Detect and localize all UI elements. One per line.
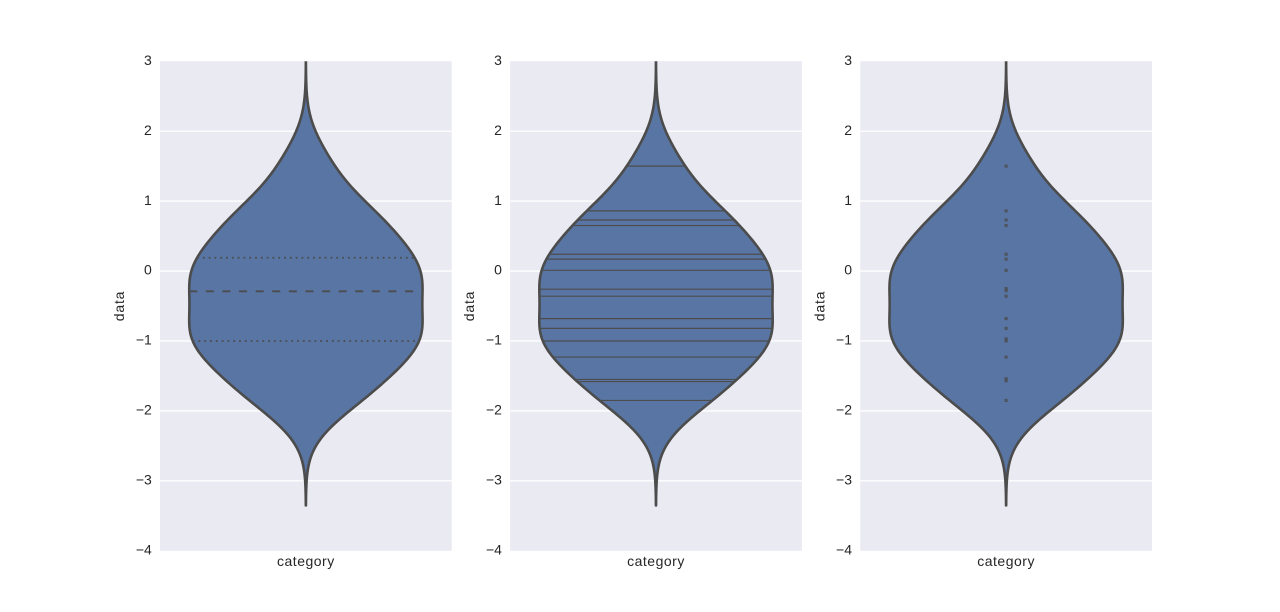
svg-text:category: category [977,553,1035,569]
svg-text:data: data [461,291,477,321]
svg-text:−4: −4 [836,542,852,558]
svg-text:2: 2 [144,122,152,138]
svg-text:−1: −1 [136,332,152,348]
svg-text:3: 3 [144,52,152,68]
svg-text:data: data [111,291,127,321]
svg-text:−4: −4 [136,542,152,558]
svg-text:category: category [627,553,685,569]
svg-text:−3: −3 [836,472,852,488]
svg-text:0: 0 [844,262,852,278]
svg-text:−1: −1 [836,332,852,348]
svg-text:−2: −2 [486,402,502,418]
svg-text:−3: −3 [136,472,152,488]
svg-text:1: 1 [144,192,152,208]
svg-text:1: 1 [494,192,502,208]
svg-text:−1: −1 [486,332,502,348]
svg-text:3: 3 [494,52,502,68]
svg-text:0: 0 [144,262,152,278]
svg-text:1: 1 [844,192,852,208]
svg-text:−3: −3 [486,472,502,488]
svg-text:−4: −4 [486,542,502,558]
svg-text:−2: −2 [136,402,152,418]
svg-text:3: 3 [844,52,852,68]
svg-text:−2: −2 [836,402,852,418]
svg-text:2: 2 [844,122,852,138]
svg-text:category: category [277,553,335,569]
svg-text:0: 0 [494,262,502,278]
svg-text:2: 2 [494,122,502,138]
svg-text:data: data [811,291,827,321]
